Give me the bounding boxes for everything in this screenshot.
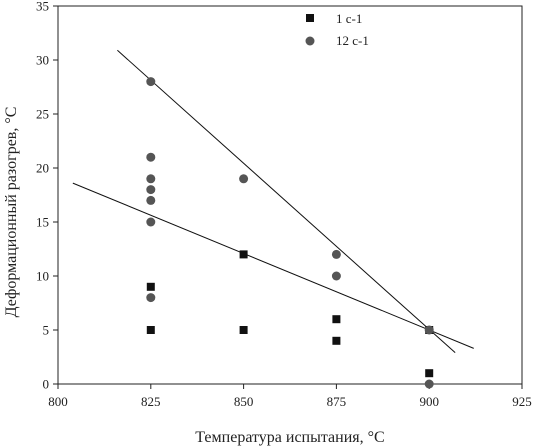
point-circle-s2: [146, 195, 156, 205]
point-circle-s2: [146, 174, 156, 184]
point-square-s1: [425, 369, 434, 378]
point-circle-s2: [331, 271, 341, 281]
point-circle-s2: [331, 249, 341, 259]
point-circle-s2: [424, 379, 434, 389]
y-axis-ticks: 0 5 10 15 20 25 30 35: [36, 0, 58, 392]
point-square-s1: [239, 326, 248, 334]
point-circle-s2: [146, 77, 156, 87]
x-axis-label: Температура испытания, °С: [195, 429, 384, 446]
point-square-s1: [146, 282, 155, 291]
point-square-s1: [332, 315, 341, 324]
plot-frame: [57, 5, 523, 385]
legend-marker-square: [306, 14, 314, 22]
y-tick-label: 5: [43, 323, 50, 338]
point-circle-s2: [146, 293, 156, 303]
legend-label-2: 12 с-1: [336, 33, 369, 48]
y-tick-label: 15: [36, 215, 49, 230]
data-points: [146, 77, 434, 389]
x-tick-label: 850: [234, 394, 254, 409]
x-tick-label: 800: [48, 394, 68, 409]
point-circle-s2: [146, 185, 156, 195]
trend-line-1: [72, 182, 474, 349]
point-square-s1: [332, 336, 341, 345]
point-square-s1: [239, 250, 248, 259]
y-tick-label: 10: [36, 269, 49, 284]
point-circle-s2: [239, 174, 249, 184]
legend-label-1: 1 с-1: [336, 11, 362, 26]
y-tick-label: 35: [36, 0, 49, 14]
trend-line-2: [117, 49, 456, 354]
x-tick-label: 925: [512, 394, 532, 409]
plot-border: [57, 5, 523, 385]
trend-lines: [72, 49, 474, 354]
x-tick-label: 875: [327, 394, 347, 409]
y-axis-label: Деформационный разогрев, °С: [3, 107, 20, 318]
legend-marker-circle: [305, 36, 315, 46]
point-circle-s2: [424, 325, 434, 335]
x-tick-label: 825: [141, 394, 161, 409]
y-tick-label: 25: [36, 107, 49, 122]
y-tick-label: 20: [36, 161, 49, 176]
y-tick-label: 30: [36, 53, 49, 68]
point-circle-s2: [146, 217, 156, 227]
legend: 1 с-1 12 с-1: [305, 11, 369, 48]
y-tick-label: 0: [43, 377, 50, 392]
x-tick-label: 900: [419, 394, 439, 409]
point-circle-s2: [146, 152, 156, 162]
x-axis-ticks: 800 825 850 875 900 925: [48, 384, 532, 409]
point-square-s1: [146, 326, 155, 334]
